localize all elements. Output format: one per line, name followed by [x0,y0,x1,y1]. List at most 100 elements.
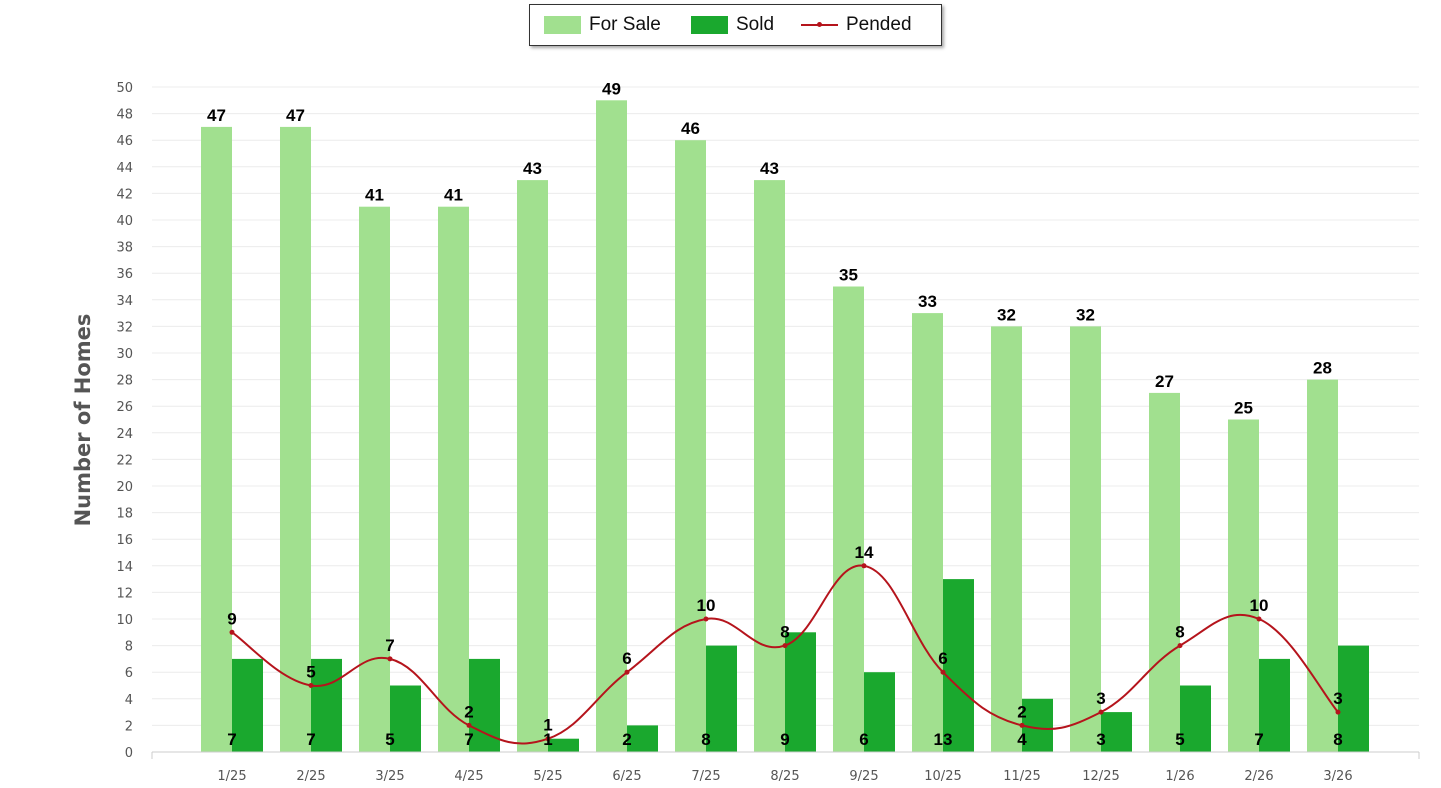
y-tick-label: 36 [116,267,133,282]
y-tick-label: 46 [116,134,133,149]
y-tick-label: 38 [116,241,133,256]
bar-for-sale [754,180,785,753]
y-tick-label: 32 [116,320,133,335]
x-tick-label: 8/25 [770,769,799,784]
pended-point [703,616,709,622]
data-label-pended: 1 [543,716,552,735]
data-label-for-sale: 32 [997,305,1016,324]
x-tick-label: 12/25 [1082,769,1119,784]
y-tick-label: 10 [116,613,133,628]
legend-item-pended[interactable]: Pended [801,5,912,45]
legend-item-for-sale[interactable]: For Sale [544,5,661,45]
data-label-pended: 8 [780,623,789,642]
y-tick-label: 8 [125,640,133,655]
data-label-pended: 10 [1250,596,1269,615]
data-label-sold: 8 [1333,730,1342,749]
bar-sold [1101,712,1132,752]
data-label-for-sale: 43 [760,159,779,178]
data-label-pended: 6 [938,649,947,668]
data-label-for-sale: 27 [1155,372,1174,391]
pended-point [308,683,314,688]
data-label-for-sale: 32 [1076,305,1095,324]
pended-point [1019,722,1025,728]
data-label-for-sale: 46 [681,119,700,138]
y-tick-label: 20 [116,480,133,495]
bar-sold [785,632,816,752]
legend-item-sold[interactable]: Sold [691,5,774,45]
y-tick-label: 40 [116,214,133,229]
bar-sold [548,738,579,752]
x-tick-label: 10/25 [924,769,961,784]
legend-swatch-for-sale [544,16,581,34]
legend-swatch-pended [801,22,838,27]
y-tick-label: 6 [125,666,133,681]
bar-sold [311,658,342,752]
data-label-sold: 4 [1017,730,1027,749]
pended-point [1335,709,1341,715]
data-label-pended: 9 [227,609,236,628]
y-tick-label: 48 [116,108,133,123]
x-tick-label: 6/25 [612,769,641,784]
y-tick-label: 22 [116,453,133,468]
data-label-for-sale: 41 [365,186,384,205]
y-tick-label: 30 [116,347,133,362]
pended-point [624,669,630,675]
bar-sold [1180,685,1211,752]
bar-for-sale [991,326,1022,752]
bar-for-sale [1070,326,1101,752]
bar-for-sale [833,286,864,752]
bar-sold [1338,645,1369,752]
data-label-pended: 7 [385,636,394,655]
bar-for-sale [1228,419,1259,752]
data-label-sold: 6 [859,730,868,749]
bar-for-sale [280,126,311,752]
pended-point [229,629,235,635]
x-tick-label: 3/26 [1323,769,1352,784]
data-label-sold: 7 [464,730,473,749]
y-tick-label: 18 [116,507,133,522]
x-tick-label: 2/25 [296,769,325,784]
data-label-sold: 1 [543,730,552,749]
data-label-sold: 5 [1175,730,1184,749]
bar-for-sale [596,100,627,753]
data-label-sold: 7 [1254,730,1263,749]
pended-point [466,722,472,728]
y-axis-title: Number of Homes [71,314,95,527]
y-tick-label: 12 [116,586,133,601]
y-tick-label: 2 [125,719,133,734]
data-label-for-sale: 43 [523,159,542,178]
bar-sold [390,685,421,752]
data-label-for-sale: 25 [1234,399,1253,418]
pended-point [1177,643,1183,649]
pended-point [545,736,551,742]
data-labels: 4774774154174314924684393563313324323275… [207,79,1343,749]
data-label-for-sale: 33 [918,292,937,311]
bars [201,100,1369,753]
bar-sold [1022,698,1053,752]
bar-for-sale [359,206,390,752]
pended-point [387,656,393,662]
bar-sold [1259,658,1290,752]
axes: 0246810121416182022242628303234363840424… [116,81,1420,784]
data-label-for-sale: 35 [839,266,858,285]
x-tick-label: 3/25 [375,769,404,784]
pended-point [782,643,788,649]
data-label-pended: 2 [1017,702,1026,721]
y-tick-label: 26 [116,400,133,415]
y-tick-label: 44 [116,161,133,176]
data-label-for-sale: 49 [602,79,621,98]
bar-for-sale [517,180,548,753]
y-tick-label: 14 [116,560,133,575]
bar-sold [232,658,263,752]
data-label-pended: 6 [622,649,631,668]
data-label-sold: 7 [306,730,315,749]
data-label-for-sale: 47 [207,106,226,125]
x-tick-label: 2/26 [1244,769,1273,784]
x-tick-label: 11/25 [1003,769,1040,784]
x-tick-label: 5/25 [533,769,562,784]
data-label-pended: 10 [697,596,716,615]
y-tick-label: 50 [116,81,133,96]
data-label-sold: 7 [227,730,236,749]
data-label-pended: 14 [855,543,874,562]
